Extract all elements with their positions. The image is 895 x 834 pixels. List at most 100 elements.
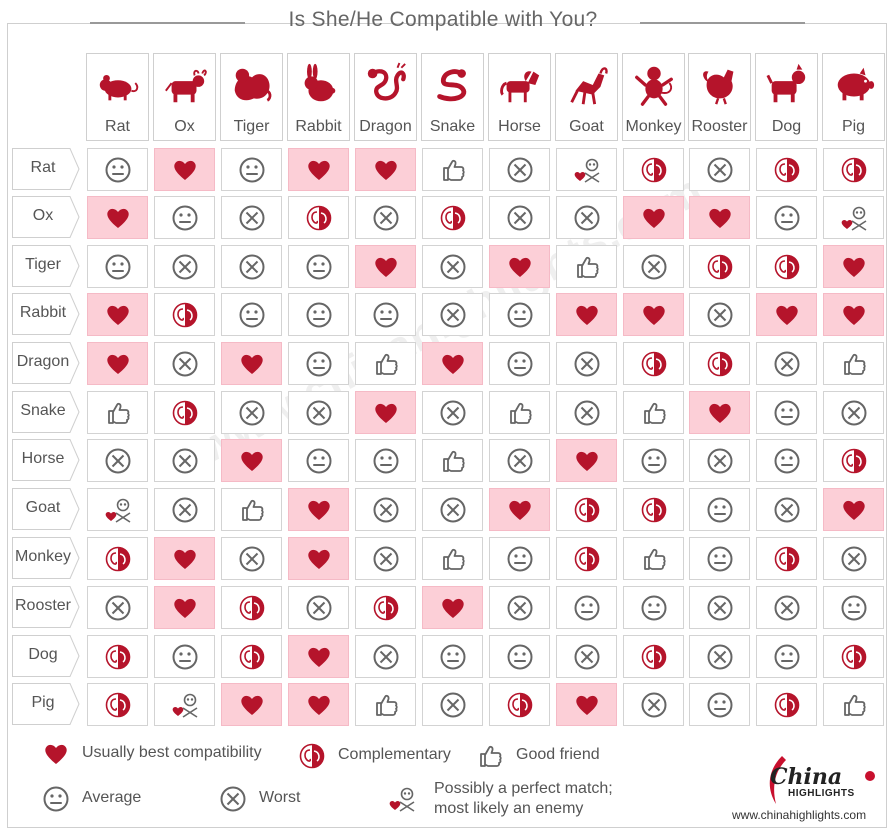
row-header-tab <box>12 148 80 190</box>
pig-icon <box>837 67 875 101</box>
dog-icon <box>766 63 806 103</box>
row-header-dog: Dog <box>12 635 80 677</box>
chart-frame <box>7 23 887 828</box>
cell-rabbit-snake <box>422 293 483 336</box>
row-header-dragon: Dragon <box>12 342 80 384</box>
cell-pig-ox <box>154 683 215 726</box>
cell-dragon-dog <box>756 342 817 385</box>
cell-rat-ox <box>154 148 215 191</box>
cell-rabbit-rooster <box>689 293 750 336</box>
column-header-rabbit: Rabbit <box>287 53 350 141</box>
row-header-tab <box>12 245 80 287</box>
legend-good-friend-label: Good friend <box>516 746 600 763</box>
monkey-icon <box>635 66 673 106</box>
cell-monkey-snake <box>422 537 483 580</box>
cell-rat-dog <box>756 148 817 191</box>
cell-horse-pig <box>823 439 884 482</box>
cell-horse-ox <box>154 439 215 482</box>
ox-icon <box>165 69 207 103</box>
cell-monkey-goat <box>556 537 617 580</box>
row-header-rat: Rat <box>12 148 80 190</box>
column-header-label: Pig <box>841 118 866 135</box>
column-header-label: Rooster <box>691 118 748 135</box>
cell-rooster-dragon <box>355 586 416 629</box>
cell-snake-rat <box>87 391 148 434</box>
cell-pig-monkey <box>623 683 684 726</box>
cell-dog-dog <box>756 635 817 678</box>
cell-tiger-rooster <box>689 245 750 288</box>
brand-seal-icon <box>865 771 875 781</box>
cell-pig-rabbit <box>288 683 349 726</box>
cell-rat-dragon <box>355 148 416 191</box>
cell-rooster-goat <box>556 586 617 629</box>
cell-dog-goat <box>556 635 617 678</box>
cell-dragon-rooster <box>689 342 750 385</box>
cell-tiger-rat <box>87 245 148 288</box>
brand-url: www.chinahighlights.com <box>732 808 867 822</box>
brand-name: China <box>770 764 843 790</box>
cell-snake-ox <box>154 391 215 434</box>
cell-goat-rooster <box>689 488 750 531</box>
cell-rabbit-horse <box>489 293 550 336</box>
row-header-label: Ox <box>32 207 54 224</box>
row-header-tab <box>12 683 80 725</box>
cell-horse-monkey <box>623 439 684 482</box>
cell-ox-ox <box>154 196 215 239</box>
cell-rabbit-tiger <box>221 293 282 336</box>
cell-pig-horse <box>489 683 550 726</box>
cell-dragon-monkey <box>623 342 684 385</box>
cell-goat-dragon <box>355 488 416 531</box>
cell-rooster-horse <box>489 586 550 629</box>
cell-pig-snake <box>422 683 483 726</box>
legend-average-label: Average <box>82 789 142 806</box>
cell-rooster-rooster <box>689 586 750 629</box>
column-header-label: Rabbit <box>295 118 342 135</box>
cell-tiger-tiger <box>221 245 282 288</box>
cell-ox-dragon <box>355 196 416 239</box>
cell-monkey-ox <box>154 537 215 580</box>
cell-rabbit-dragon <box>355 293 416 336</box>
rat-icon <box>99 74 139 101</box>
column-header-ox: Ox <box>153 53 216 141</box>
row-header-label: Dog <box>28 646 58 663</box>
column-header-pig: Pig <box>822 53 885 141</box>
cell-ox-horse <box>489 196 550 239</box>
column-header-label: Monkey <box>625 118 682 135</box>
column-header-label: Dragon <box>359 118 412 135</box>
row-header-label: Tiger <box>25 256 61 273</box>
cell-ox-pig <box>823 196 884 239</box>
cell-goat-goat <box>556 488 617 531</box>
cell-horse-horse <box>489 439 550 482</box>
cell-snake-tiger <box>221 391 282 434</box>
cell-snake-rooster <box>689 391 750 434</box>
row-header-pig: Pig <box>12 683 80 725</box>
column-header-rooster: Rooster <box>688 53 751 141</box>
cell-dragon-rabbit <box>288 342 349 385</box>
cell-monkey-dragon <box>355 537 416 580</box>
cell-tiger-snake <box>422 245 483 288</box>
cell-rat-pig <box>823 148 884 191</box>
cell-ox-monkey <box>623 196 684 239</box>
cell-dog-pig <box>823 635 884 678</box>
cell-dog-rat <box>87 635 148 678</box>
row-header-ox: Ox <box>12 196 80 238</box>
cell-rooster-monkey <box>623 586 684 629</box>
row-header-label: Monkey <box>14 548 72 565</box>
row-header-snake: Snake <box>12 391 80 433</box>
cell-goat-snake <box>422 488 483 531</box>
cell-dog-horse <box>489 635 550 678</box>
cell-pig-rooster <box>689 683 750 726</box>
cell-goat-dog <box>756 488 817 531</box>
cell-dog-monkey <box>623 635 684 678</box>
cell-dog-rabbit <box>288 635 349 678</box>
row-header-monkey: Monkey <box>12 537 80 579</box>
cell-tiger-goat <box>556 245 617 288</box>
cell-horse-rooster <box>689 439 750 482</box>
cell-ox-rabbit <box>288 196 349 239</box>
column-header-label: Ox <box>174 118 195 135</box>
cell-dragon-snake <box>422 342 483 385</box>
row-header-tab <box>12 196 80 238</box>
cell-snake-pig <box>823 391 884 434</box>
cell-ox-goat <box>556 196 617 239</box>
legend-enemy-line-1: Possibly a perfect match; <box>434 780 613 797</box>
